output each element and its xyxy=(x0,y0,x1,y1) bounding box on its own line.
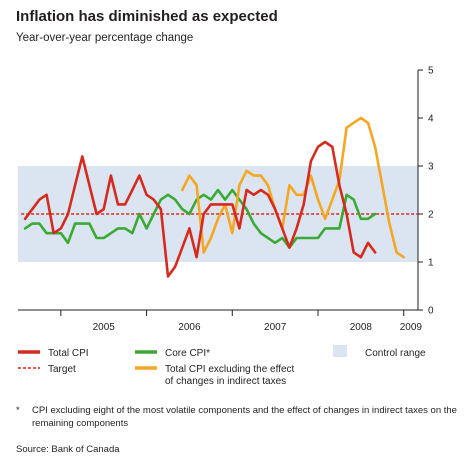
legend-label-control-range: Control range xyxy=(365,348,426,359)
inflation-chart: 0 1 2 3 4 5 2005 2006 2007 2008 2009 Total CPI Tar… xyxy=(18,66,434,387)
y-tick-label: 0 xyxy=(428,306,434,317)
legend: Total CPI Target Core CPI* Total CPI exc… xyxy=(18,345,426,387)
y-tick-label: 1 xyxy=(428,258,434,269)
source-note: Source: Bank of Canada xyxy=(16,444,120,455)
legend-label-core-cpi: Core CPI* xyxy=(165,348,210,359)
legend-label-target: Target xyxy=(48,364,76,375)
chart-title: Inflation has diminished as expected xyxy=(16,8,278,25)
y-tick-label: 5 xyxy=(428,66,434,77)
series-line-total-cpi xyxy=(23,140,377,278)
x-tick-label: 2005 xyxy=(93,322,116,333)
footnote-marker: * xyxy=(16,405,20,416)
x-tick-label: 2006 xyxy=(178,322,201,333)
legend-label-total-cpi-ex-taxes-line1: Total CPI excluding the effect xyxy=(165,364,295,375)
x-tick-label: 2008 xyxy=(350,322,373,333)
x-tick-label: 2009 xyxy=(400,322,423,333)
legend-swatch-control-range xyxy=(333,345,347,357)
footnote: * CPI excluding eight of the most volati… xyxy=(16,404,468,430)
series-line-core-cpi xyxy=(23,188,377,249)
footnote-text: CPI excluding eight of the most volatile… xyxy=(32,405,457,429)
legend-label-total-cpi: Total CPI xyxy=(48,348,89,359)
series-line-total-cpi-ex-taxes xyxy=(181,116,406,259)
y-tick-label: 4 xyxy=(428,114,434,125)
chart-subtitle: Year-over-year percentage change xyxy=(16,32,194,44)
x-tick-label: 2007 xyxy=(264,322,287,333)
legend-label-total-cpi-ex-taxes-line2: of changes in indirect taxes xyxy=(165,376,286,387)
y-tick-label: 3 xyxy=(428,162,434,173)
plot-area: 0 1 2 3 4 5 2005 2006 2007 2008 2009 xyxy=(18,66,434,333)
y-tick-label: 2 xyxy=(428,210,434,221)
